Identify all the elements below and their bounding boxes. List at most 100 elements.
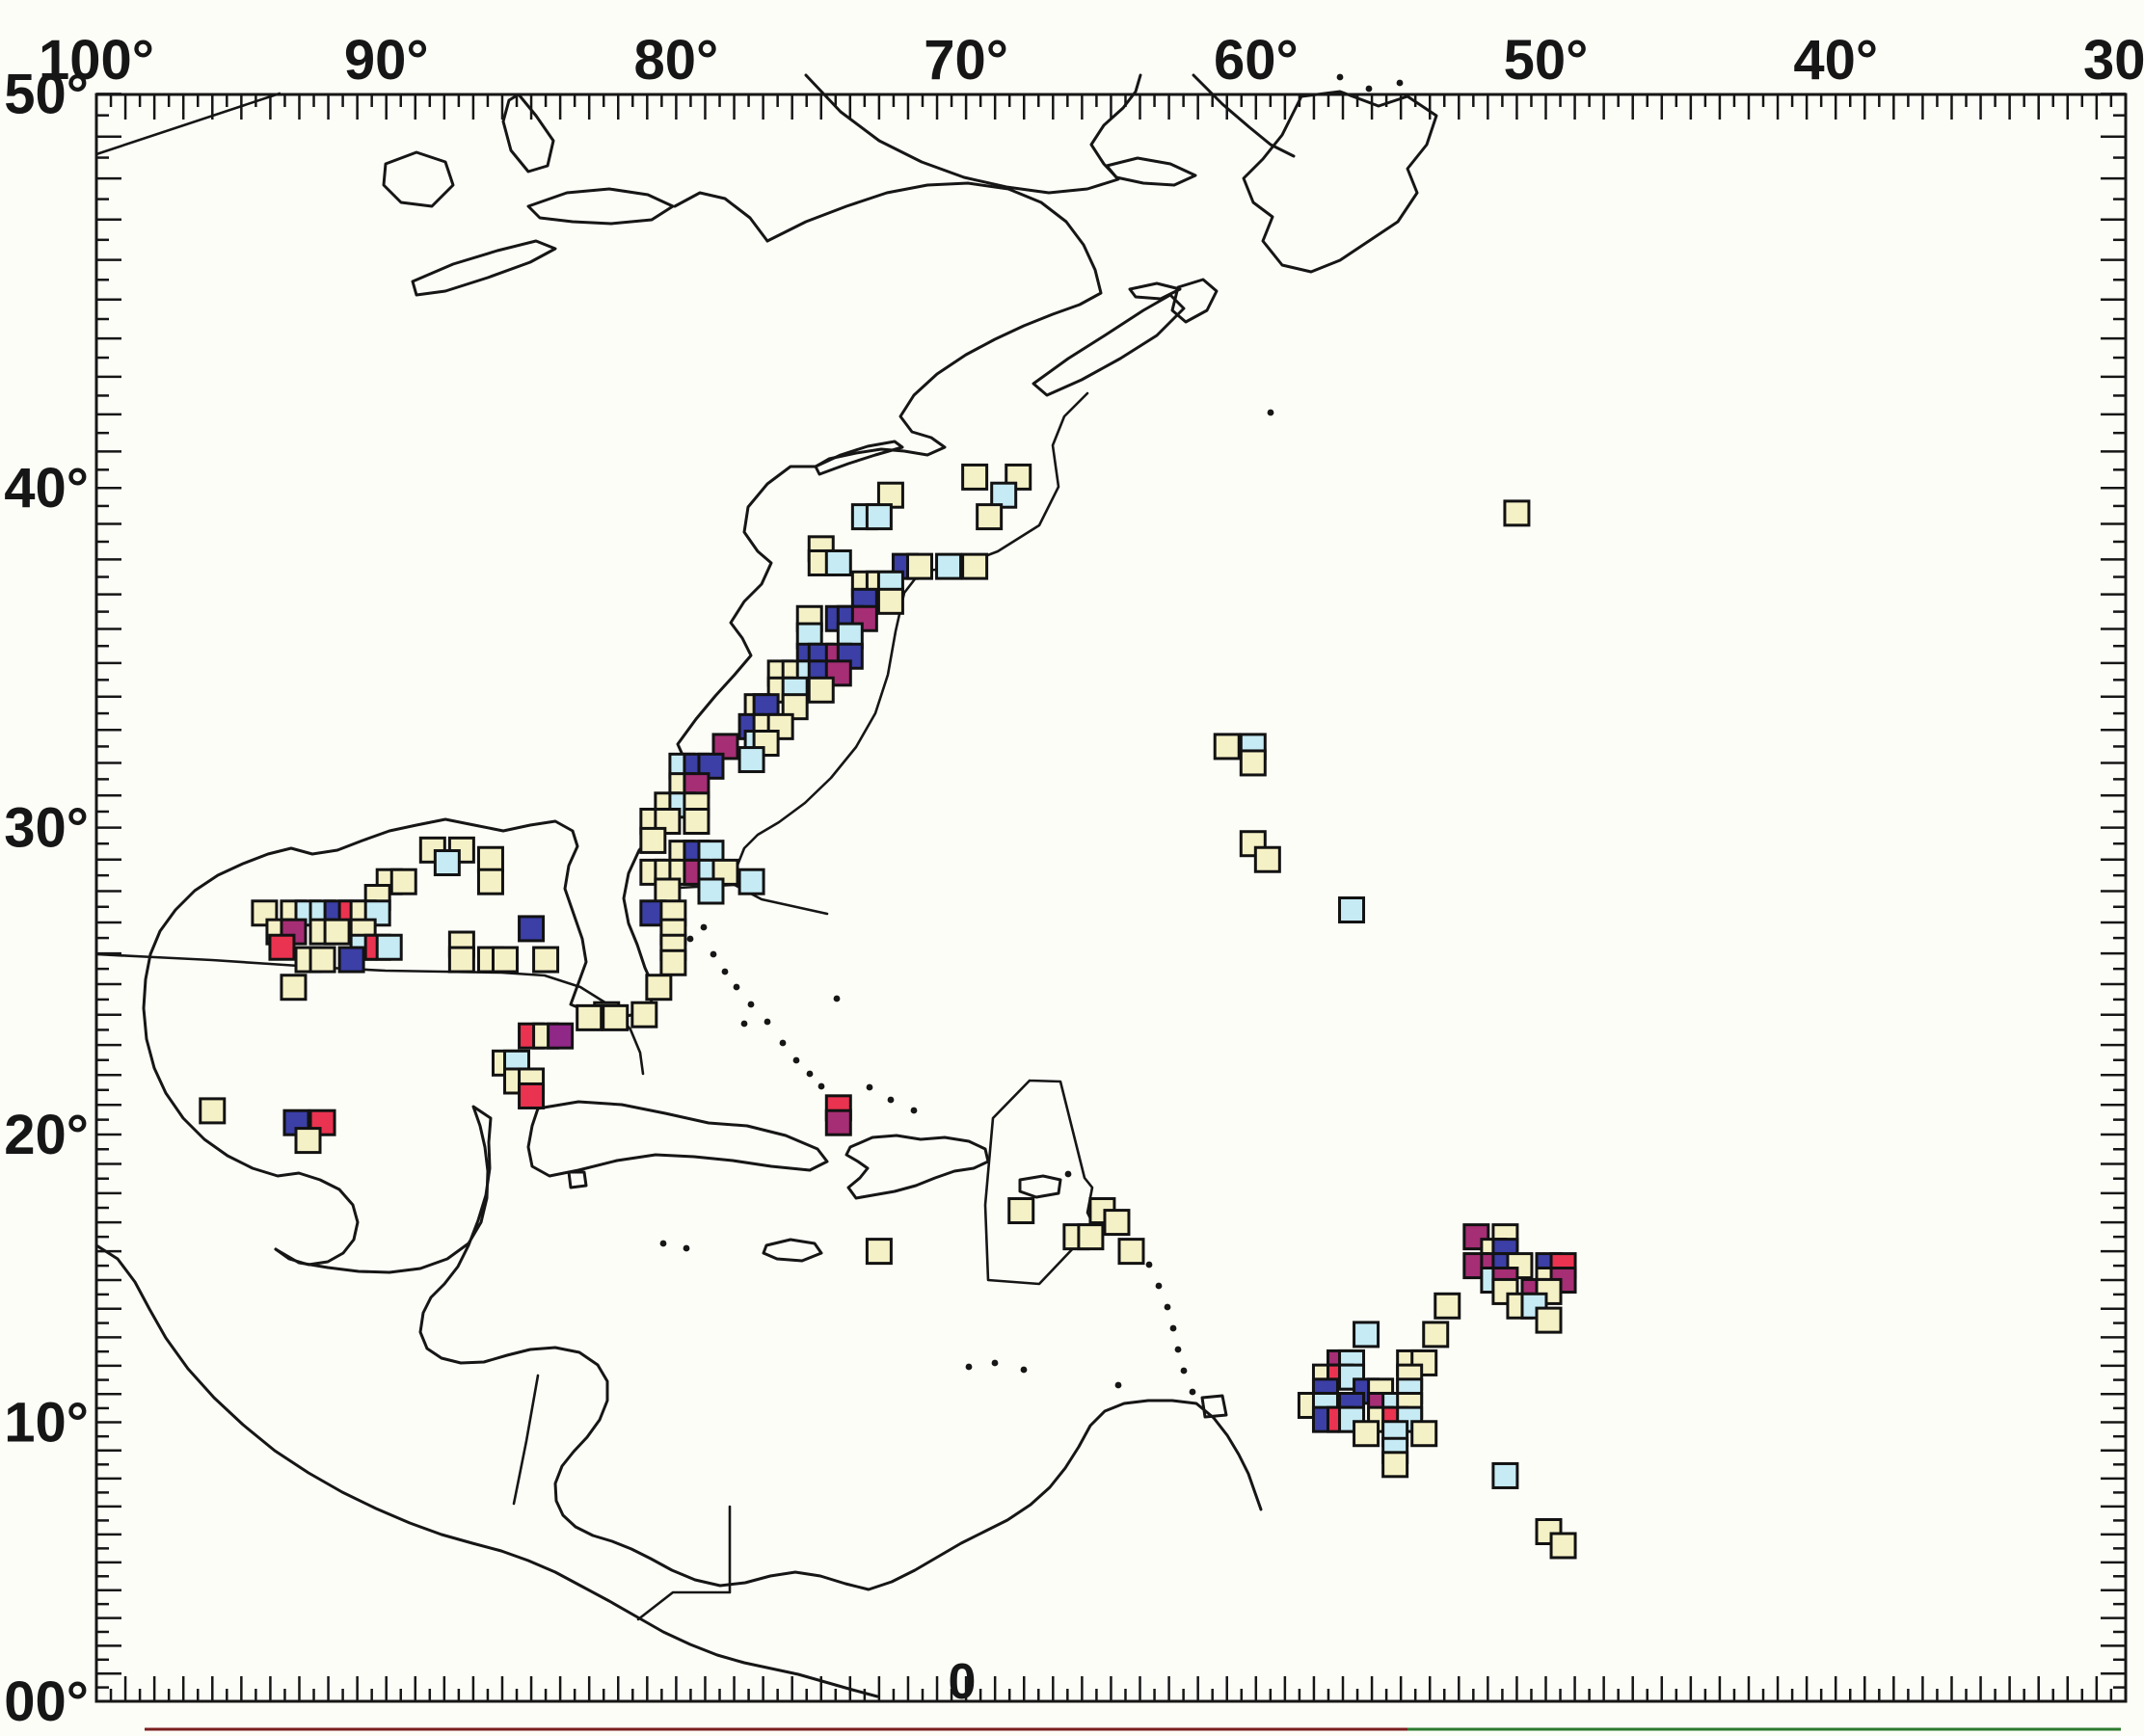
island-lake-huron-top xyxy=(501,93,555,174)
boundary-mexico-guatemala-border xyxy=(512,1374,540,1506)
grid-cell-cream-low xyxy=(905,552,933,580)
grid-cell-cream-low xyxy=(1077,1223,1105,1251)
lat-label-50: 50° xyxy=(4,63,89,125)
small-island-dot xyxy=(779,1039,787,1047)
grid-cell-cream-low xyxy=(476,868,504,895)
grid-cell-cream-low xyxy=(1381,1451,1409,1479)
boundary-south-america-step-boundary xyxy=(636,1505,732,1621)
grid-cell-cream-low xyxy=(876,587,904,615)
lon-label-100: 100° xyxy=(39,29,154,92)
small-island-dot xyxy=(700,923,708,931)
small-island-dot xyxy=(887,1096,895,1104)
small-island-dot xyxy=(1155,1282,1163,1290)
grid-cell-light-blue xyxy=(1491,1461,1519,1489)
lon-label-60: 60° xyxy=(1214,29,1299,92)
grid-cell-light-blue xyxy=(1338,896,1366,924)
grid-cell-magenta-high xyxy=(1462,1223,1490,1251)
small-island-dot xyxy=(740,1020,748,1028)
grid-cell-cream-low xyxy=(639,826,667,854)
grid-cell-cream-low xyxy=(1353,1420,1380,1448)
grid-cell-light-blue xyxy=(990,481,1018,509)
small-island-dot xyxy=(1020,1366,1028,1374)
grid-cell-cream-low xyxy=(1434,1292,1461,1320)
small-island-dot xyxy=(710,950,717,958)
small-island-dot xyxy=(659,1240,667,1247)
small-island-dot xyxy=(1336,73,1344,81)
grid-cell-cream-low xyxy=(645,974,673,1002)
grid-cell-cream-low xyxy=(1103,1209,1131,1237)
small-island-dot xyxy=(1114,1381,1122,1389)
grid-cell-cream-low xyxy=(308,946,336,974)
grid-cell-cream-low xyxy=(576,1003,603,1031)
small-island-dot xyxy=(833,995,841,1002)
small-island-dot xyxy=(1267,409,1274,416)
lon-label-90: 90° xyxy=(344,29,429,92)
island-anticosti xyxy=(1105,156,1197,187)
island-puerto-rico xyxy=(1018,1174,1062,1199)
grid-cell-cream-low xyxy=(1213,733,1241,761)
grid-cells xyxy=(199,463,1577,1560)
lon-label-80: 80° xyxy=(634,29,719,92)
lat-label-0: 00° xyxy=(4,1670,89,1733)
coastline-st-lawrence-river xyxy=(673,191,769,243)
island-trinidad xyxy=(1200,1394,1228,1419)
grid-cell-cream-low xyxy=(491,946,519,974)
grid-cell-cream-low xyxy=(1007,1197,1035,1225)
small-island-dot xyxy=(1396,79,1404,87)
grid-cell-cream-low xyxy=(1253,845,1281,873)
grid-cell-cream-low xyxy=(389,868,417,895)
grid-cell-cream-low xyxy=(1239,830,1267,858)
grid-cell-cream-low xyxy=(1422,1321,1450,1349)
small-island-dot xyxy=(1180,1367,1188,1375)
small-island-dot xyxy=(686,935,694,943)
boundary-eez-east-coast xyxy=(733,391,1089,887)
small-island-dot xyxy=(991,1359,999,1367)
grid-cell-cream-low xyxy=(865,1238,893,1266)
grid-cell-cream-low xyxy=(976,503,1004,531)
island-lake-ontario xyxy=(526,187,675,226)
grid-cell-light-blue xyxy=(865,503,893,531)
small-island-dot xyxy=(1169,1324,1177,1332)
grid-cell-cream-low xyxy=(1239,749,1267,777)
grid-cell-dark-blue xyxy=(337,946,365,974)
small-island-dot xyxy=(866,1083,873,1091)
lat-label-20: 20° xyxy=(4,1104,89,1166)
grid-cell-cream-low xyxy=(683,807,710,835)
grid-cell-cream-low xyxy=(659,948,687,976)
small-island-dot xyxy=(1365,85,1373,93)
grid-cell-purple xyxy=(547,1022,575,1050)
island-hispaniola xyxy=(844,1134,990,1200)
coastline-east-coast-main xyxy=(142,181,1103,1267)
small-island-dot xyxy=(965,1363,973,1371)
island-nova-scotia xyxy=(1032,293,1186,397)
boundary-top-left-boundary xyxy=(94,92,281,156)
lat-label-10: 10° xyxy=(4,1392,89,1455)
grid-cell-cream-low xyxy=(476,845,504,873)
grid-cell-cream-low xyxy=(1503,499,1531,527)
lon-label-70: 70° xyxy=(924,29,1008,92)
grid-cell-cream-low xyxy=(654,877,682,905)
coastline-yucatan-central-america-south-america xyxy=(274,1105,1263,1591)
island-lake-erie xyxy=(411,239,557,297)
island-jamaica xyxy=(762,1238,823,1263)
coastline-pacific-coast xyxy=(94,1243,879,1698)
lon-label-30: 30° xyxy=(2083,29,2144,92)
grid-cell-cream-low xyxy=(807,676,835,704)
small-island-dot xyxy=(910,1107,918,1114)
small-island-dot xyxy=(683,1244,690,1252)
lat-label-30: 30° xyxy=(4,797,89,860)
axis-labels: 100° 90° 80° 70° 60° 50° 40° 30° 50° 40° 30° 20° 10°… xyxy=(4,29,2144,1733)
island-cape-breton xyxy=(1170,278,1219,324)
small-island-dot xyxy=(1064,1170,1072,1178)
small-island-dot xyxy=(792,1056,800,1064)
small-island-dot xyxy=(817,1082,825,1090)
small-island-dot xyxy=(1164,1303,1171,1311)
grid-cell-light-blue xyxy=(375,933,403,961)
lon-label-40: 40° xyxy=(1793,29,1878,92)
small-island-dot xyxy=(806,1070,814,1078)
grid-cell-cream-low xyxy=(199,1097,227,1125)
grid-cell-cream-low xyxy=(1410,1420,1438,1448)
